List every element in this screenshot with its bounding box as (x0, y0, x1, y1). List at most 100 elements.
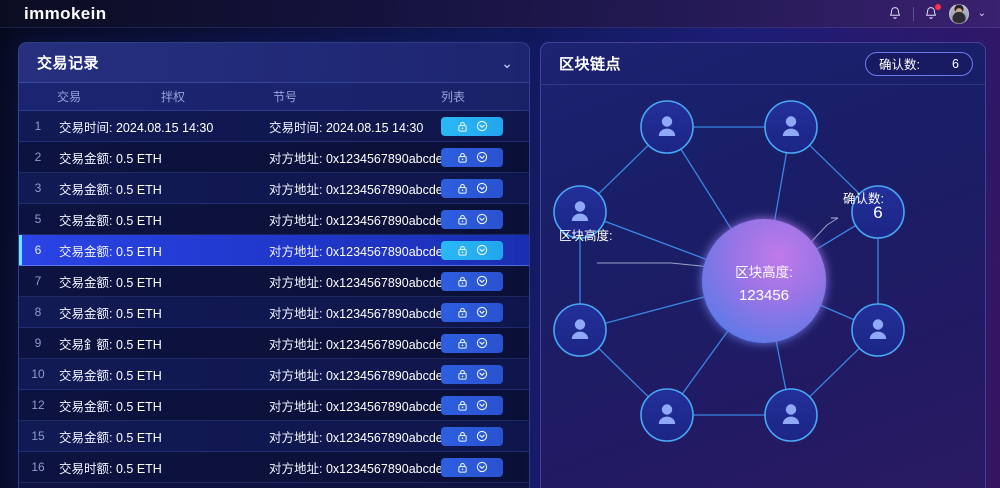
network-edges (579, 126, 879, 416)
lock-icon[interactable] (457, 276, 468, 287)
row-primary-cell: 交易金额: 0.5 ETH (57, 210, 269, 229)
row-primary-value: 0.5 ETH (115, 182, 162, 197)
table-row[interactable]: 2 交易金额: 0.5 ETH 对方地址: 0x1234567890abcdef (19, 142, 529, 173)
row-action-group[interactable] (441, 395, 503, 415)
row-action-group[interactable] (441, 333, 503, 353)
network-svg: 6 区块高度: 123456 (553, 100, 905, 442)
row-index: 16 (31, 460, 45, 474)
network-nodes: 6 (553, 100, 905, 442)
chevron-down-icon[interactable]: ⌄ (977, 7, 986, 19)
row-action-group[interactable] (441, 209, 503, 229)
table-row[interactable]: 7 交易金额: 0.5 ETH 对方地址: 0x1234567890abcdef (19, 266, 529, 297)
lock-icon[interactable] (457, 183, 468, 194)
check-circle-icon[interactable] (476, 244, 488, 256)
lock-icon[interactable] (457, 462, 468, 473)
node-top-left[interactable] (640, 100, 694, 154)
check-circle-icon[interactable] (476, 275, 488, 287)
node-circle (553, 303, 607, 357)
table-row[interactable]: 8 交易金额: 0.5 ETH 对方地址: 0x1234567890abcdef (19, 297, 529, 328)
row-primary-cell: 交易金额: 0.5 ETH (57, 241, 269, 260)
row-action-group[interactable] (441, 240, 503, 260)
row-action-group[interactable] (441, 116, 503, 136)
row-action-group[interactable] (441, 271, 503, 291)
check-circle-icon[interactable] (476, 461, 488, 473)
lock-icon[interactable] (457, 431, 468, 442)
row-action-group[interactable] (441, 426, 503, 446)
node-circle (851, 303, 905, 357)
lock-icon[interactable] (457, 369, 468, 380)
node-right-upper[interactable]: 6 (851, 185, 905, 239)
check-circle-icon[interactable] (476, 430, 488, 442)
network-spoke (604, 296, 705, 324)
panel-title: 区块链点 (559, 56, 622, 73)
lock-icon[interactable] (457, 121, 468, 132)
table-row[interactable]: 16 交易时额: 0.5 ETH 对方地址: 0x1234567890abcdef (19, 452, 529, 483)
node-bottom-right[interactable] (764, 388, 818, 442)
row-action-group[interactable] (441, 178, 503, 198)
row-action-group[interactable] (441, 147, 503, 167)
node-left-upper[interactable] (553, 185, 607, 239)
network-spoke (816, 224, 857, 250)
table-row[interactable]: 12 交易金额: 0.5 ETH 对方地址: 0x1234567890abcdef (19, 390, 529, 421)
node-circle (764, 388, 818, 442)
lock-icon[interactable] (457, 307, 468, 318)
node-right-lower[interactable] (851, 303, 905, 357)
check-circle-icon[interactable] (476, 213, 488, 225)
table-row[interactable]: 6 交易金额: 0.5 ETH 对方地址: 0x1234567890abcdef (19, 235, 529, 266)
row-action-group[interactable] (441, 457, 503, 477)
table-row[interactable]: 5 交易金额: 0.5 ETH 对方地址: 0x1234567890abcdef (19, 204, 529, 235)
column-header-list: 列表 (441, 90, 466, 104)
node-left-lower[interactable] (553, 303, 607, 357)
lock-icon[interactable] (457, 152, 468, 163)
check-circle-icon[interactable] (476, 151, 488, 163)
network-spoke (820, 304, 855, 321)
center-node[interactable] (702, 219, 826, 343)
transaction-table-body: 1 交易时间: 2024.08.15 14:30 交易时间: 2024.08.15 … (19, 111, 529, 483)
row-secondary-label: 交易时间: (269, 120, 323, 135)
node-top-right[interactable] (764, 100, 818, 154)
row-action-group[interactable] (441, 302, 503, 322)
center-node-value: 123456 (739, 287, 789, 304)
check-circle-icon[interactable] (476, 306, 488, 318)
row-primary-cell: 交易金额: 0.5 ETH (57, 179, 269, 198)
table-row[interactable]: 10 交易金额: 0.5 ETH 对方地址: 0x1234567890abcdef (19, 359, 529, 390)
check-circle-icon[interactable] (476, 182, 488, 194)
table-row[interactable]: 9 交易釒额: 0.5 ETH 对方地址: 0x1234567890abcdef (19, 328, 529, 359)
person-icon-head (661, 404, 673, 415)
row-primary-value: 0.5 ETH (115, 306, 162, 321)
top-bar: immokein ⌄ (0, 0, 1000, 28)
row-secondary-value: 0x1234567890abcdef (325, 244, 441, 259)
avatar[interactable] (948, 3, 969, 24)
lock-icon[interactable] (457, 400, 468, 411)
confirmations-label: 确认数: (879, 58, 920, 72)
row-actions (441, 457, 529, 477)
node-circle (640, 100, 694, 154)
chevron-down-icon[interactable]: ⌄ (501, 54, 513, 71)
node-bottom-left[interactable] (640, 388, 694, 442)
check-circle-icon[interactable] (476, 368, 488, 380)
row-secondary-value: 0x1234567890abcdef (325, 461, 441, 476)
check-circle-icon[interactable] (476, 399, 488, 411)
bell-alert-icon[interactable] (923, 4, 941, 22)
table-row[interactable]: 1 交易时间: 2024.08.15 14:30 交易时间: 2024.08.15 … (19, 111, 529, 142)
row-secondary-label: 对方地址: (269, 306, 323, 321)
lock-icon[interactable] (457, 338, 468, 349)
check-circle-icon[interactable] (476, 120, 488, 132)
network-spoke (604, 220, 707, 260)
lock-icon[interactable] (457, 214, 468, 225)
row-primary-label: 交易釒额: (59, 337, 113, 352)
table-row[interactable]: 3 交易金额: 0.5 ETH 对方地址: 0x1234567890abcdef (19, 173, 529, 204)
bell-icon[interactable] (887, 5, 904, 22)
column-header-stake: 拌权 (161, 90, 186, 104)
row-secondary-cell: 对方地址: 0x1234567890abcdef (269, 334, 441, 353)
lock-icon[interactable] (457, 245, 468, 256)
block-height-leader-line (597, 262, 712, 268)
row-index: 9 (34, 336, 42, 350)
table-row[interactable]: 15 交易金额: 0.5 ETH 对方地址: 0x1234567890abcdef (19, 421, 529, 452)
row-action-group[interactable] (441, 364, 503, 384)
column-header-transaction: 交易 (57, 90, 82, 104)
row-secondary-label: 对方地址: (269, 337, 323, 352)
row-secondary-label: 对方地址: (269, 368, 323, 383)
row-primary-label: 交易金额: (59, 182, 113, 197)
check-circle-icon[interactable] (476, 337, 488, 349)
